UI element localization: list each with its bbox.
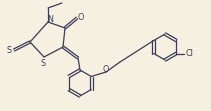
Text: O: O xyxy=(103,64,109,73)
Text: Cl: Cl xyxy=(185,49,193,58)
Text: S: S xyxy=(7,46,12,55)
Text: S: S xyxy=(41,58,46,67)
Text: O: O xyxy=(78,13,84,22)
Text: N: N xyxy=(47,15,53,24)
